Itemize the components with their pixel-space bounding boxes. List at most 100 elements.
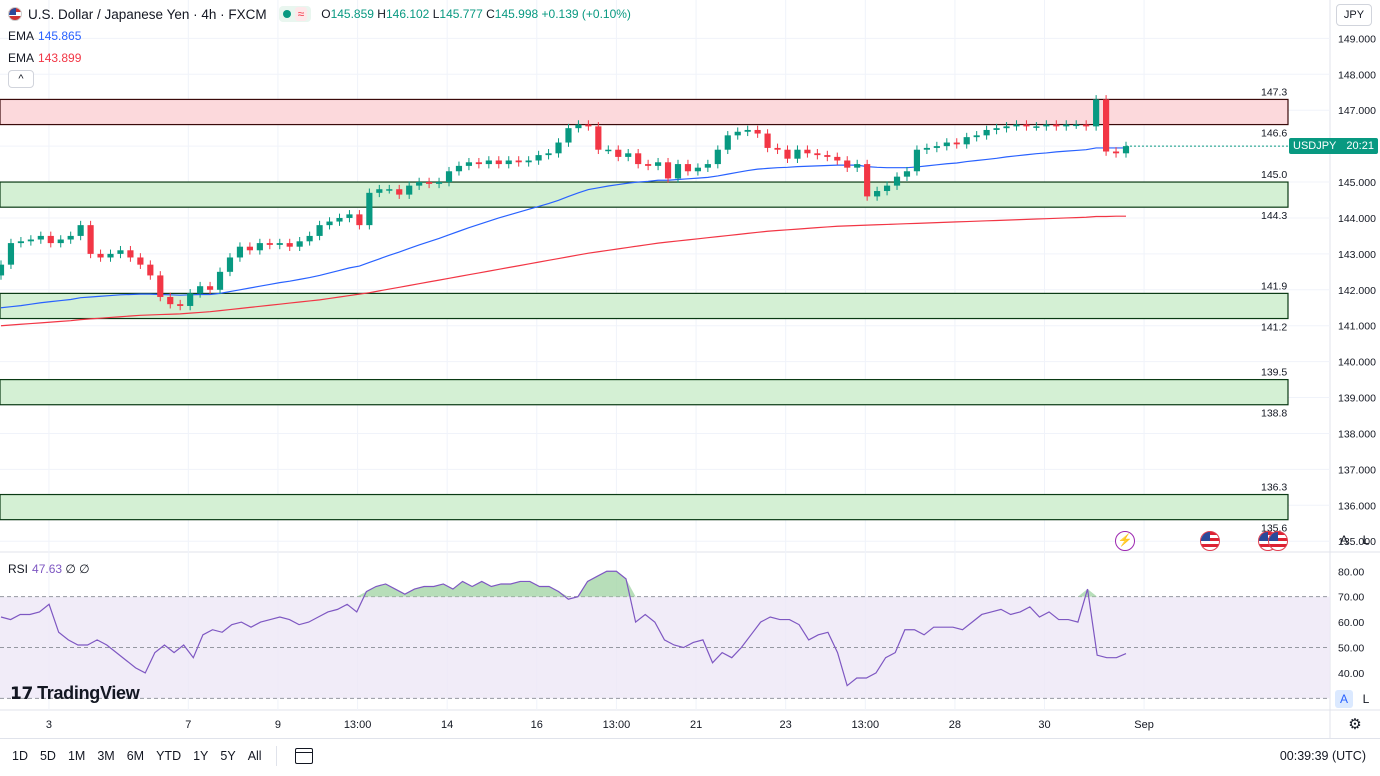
rsi-tick-label: 40.00 <box>1338 668 1364 680</box>
log-scale-button[interactable]: L <box>1362 533 1370 547</box>
price-tick-label: 144.000 <box>1338 213 1376 225</box>
market-status-pill[interactable]: ≈ <box>278 6 312 22</box>
candle-up <box>416 182 423 186</box>
price-tick-label: 147.000 <box>1338 105 1376 117</box>
candle-up <box>465 162 473 166</box>
candle-up <box>107 253 114 258</box>
gear-icon[interactable]: ⚙ <box>1348 716 1362 733</box>
range-button-1m[interactable]: 1M <box>67 748 86 763</box>
price-tick-label: 138.000 <box>1338 428 1376 440</box>
auto-scale-button[interactable]: A <box>1339 533 1348 547</box>
utc-clock[interactable]: 00:39:39 (UTC) <box>1279 748 1366 763</box>
candle-down <box>764 133 771 148</box>
price-tick-label: 139.000 <box>1338 393 1376 405</box>
event-bolt-icon[interactable]: ⚡ <box>1115 531 1135 551</box>
candle-up <box>1043 124 1050 127</box>
time-tick-label: 3 <box>46 719 52 731</box>
last-price-tag: USDJPY 20:21 <box>1289 138 1378 155</box>
tradingview-logo-icon: 𝟭𝟳 <box>10 683 34 703</box>
time-tick-label: 9 <box>275 719 281 731</box>
zone-bottom-label: 146.6 <box>1261 128 1287 140</box>
ema-slow-legend[interactable]: EMA 143.899 <box>8 51 82 65</box>
candle-up <box>724 135 731 150</box>
tradingview-logo[interactable]: 𝟭𝟳 TradingView <box>10 683 140 703</box>
bottom-toolbar: 1D 5D 1M 3M 6M YTD 1Y 5Y All 00:39:39 (U… <box>0 738 1380 772</box>
zone-top-label: 136.3 <box>1261 482 1287 494</box>
range-button-6m[interactable]: 6M <box>126 748 145 763</box>
rsi-auto-scale-button[interactable]: A <box>1335 690 1353 708</box>
candle-down <box>774 147 781 150</box>
time-tick-label: 21 <box>690 719 702 731</box>
candle-up <box>525 160 532 163</box>
rsi-overbought-fill <box>356 571 1098 597</box>
candle-up <box>535 155 542 161</box>
candle-up <box>794 149 801 159</box>
candle-up <box>386 189 393 191</box>
candle-down <box>585 124 592 127</box>
rsi-tick-label: 70.00 <box>1338 592 1364 604</box>
range-button-ytd[interactable]: YTD <box>156 748 182 763</box>
zone-top-label: 145.0 <box>1261 169 1287 181</box>
symbol-legend: U.S. Dollar / Japanese Yen · 4h · FXCM ≈… <box>8 6 631 22</box>
candle-down <box>595 126 602 150</box>
candle-up <box>256 243 263 251</box>
market-open-dot-icon <box>282 10 291 18</box>
candle-up <box>654 162 662 166</box>
candle-up <box>1063 124 1070 127</box>
candle-down <box>953 142 960 145</box>
candle-down <box>495 160 502 165</box>
candle-down <box>286 243 293 247</box>
range-button-3m[interactable]: 3M <box>97 748 115 763</box>
candle-up <box>216 271 224 290</box>
candle-down <box>87 225 94 254</box>
us-event-flag-icon[interactable] <box>1268 531 1288 551</box>
calendar-icon[interactable] <box>294 747 313 764</box>
resistance-zone <box>0 98 1289 126</box>
candles-group <box>0 95 1130 311</box>
candle-up <box>1093 99 1100 127</box>
time-tick-label: 23 <box>780 719 792 731</box>
candle-down <box>1053 124 1060 127</box>
rsi-log-scale-button[interactable]: L <box>1362 692 1370 706</box>
candle-down <box>177 304 184 306</box>
time-tick-label: 28 <box>949 719 961 731</box>
candle-up <box>1013 124 1020 127</box>
collapse-legend-button[interactable]: ^ <box>8 70 34 88</box>
candle-down <box>127 250 134 258</box>
range-button-1y[interactable]: 1Y <box>193 748 209 763</box>
price-tick-label: 143.000 <box>1338 249 1376 261</box>
range-button-all[interactable]: All <box>247 748 262 763</box>
candle-down <box>684 164 692 172</box>
zone-bottom-label: 144.3 <box>1261 210 1287 222</box>
candle-up <box>117 250 124 254</box>
price-chart[interactable]: 135.000 136.000 137.000 138.000 139.000 140.0… <box>0 0 1380 738</box>
candle-down <box>834 156 841 161</box>
candle-up <box>455 165 463 172</box>
ohlc-values: O145.859 H146.102 L145.777 C145.998 +0.1… <box>321 7 631 21</box>
candle-down <box>1023 124 1030 127</box>
candle-up <box>316 225 323 236</box>
candle-up <box>1003 126 1010 129</box>
range-button-1d[interactable]: 1D <box>12 748 28 763</box>
time-tick-label: 14 <box>441 719 453 731</box>
time-tick-label: 13:00 <box>603 719 631 731</box>
candle-up <box>7 243 15 265</box>
chart-title[interactable]: U.S. Dollar / Japanese Yen · 4h · FXCM <box>28 6 267 22</box>
range-button-5y[interactable]: 5Y <box>220 748 236 763</box>
candle-up <box>575 124 582 129</box>
ema-fast-legend[interactable]: EMA 145.865 <box>8 29 82 43</box>
price-tick-label: 140.000 <box>1338 357 1376 369</box>
candle-up <box>963 137 970 145</box>
candle-up <box>406 185 413 195</box>
price-tick-label: 136.000 <box>1338 500 1376 512</box>
range-button-5d[interactable]: 5D <box>39 748 56 763</box>
rsi-legend[interactable]: RSI 47.63 ∅ ∅ <box>8 562 90 576</box>
currency-button[interactable]: JPY <box>1336 4 1372 26</box>
rsi-tick-label: 80.00 <box>1338 566 1364 578</box>
price-tick-label: 149.000 <box>1338 33 1376 45</box>
time-tick-label: 30 <box>1038 719 1050 731</box>
candle-up <box>326 221 333 226</box>
price-tick-label: 137.000 <box>1338 464 1376 476</box>
candle-up <box>854 164 861 168</box>
us-event-flag-icon[interactable] <box>1200 531 1220 551</box>
